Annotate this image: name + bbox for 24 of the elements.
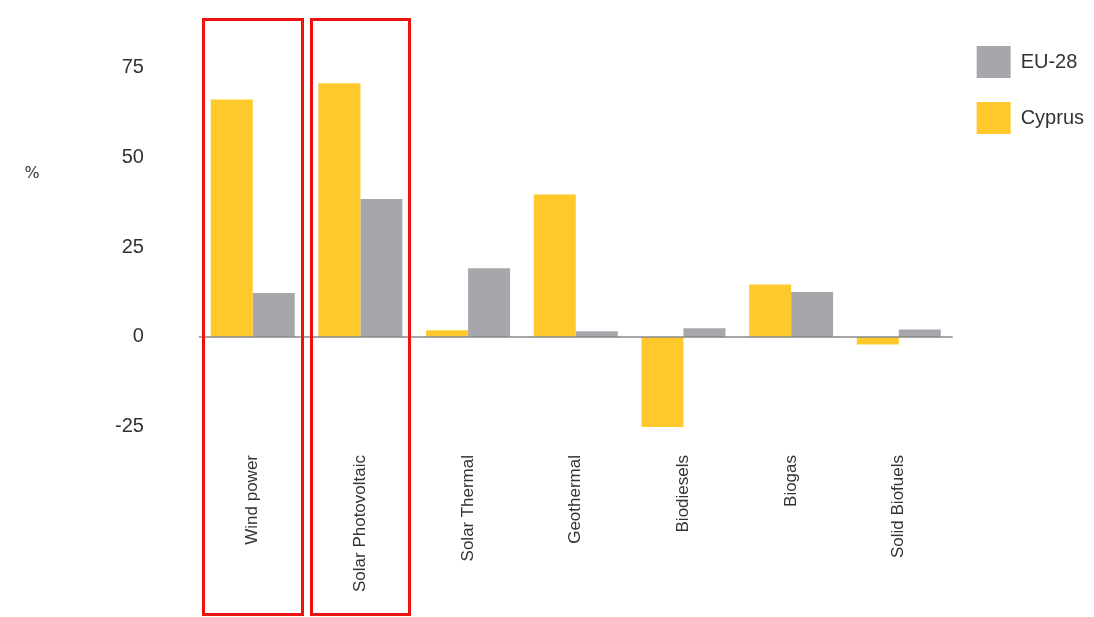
bar	[533, 194, 576, 337]
x-tick-label: Wind power	[242, 454, 262, 545]
y-axis-title: %	[24, 163, 40, 182]
x-tick-label: Solar Photovoltaic	[350, 454, 370, 593]
bar	[252, 293, 295, 337]
legend-label: Cyprus	[1020, 105, 1085, 128]
y-tick-label: 25	[121, 234, 144, 257]
legend-label: EU-28	[1020, 49, 1078, 72]
x-tick-label: Biogas	[780, 454, 800, 507]
x-tick-label: Biodiesels	[673, 454, 693, 533]
x-tick-label: Geothermal	[565, 454, 585, 544]
y-tick-label: -25	[115, 414, 144, 437]
bar	[318, 83, 361, 337]
bar	[360, 199, 403, 337]
bar	[468, 268, 511, 337]
x-tick-label: Solid Biofuels	[888, 454, 908, 558]
bar	[210, 99, 253, 337]
x-tick-label: Solar Thermal	[457, 454, 477, 562]
y-tick-label: 0	[132, 324, 144, 347]
bar	[641, 336, 684, 427]
y-tick-label: 50	[121, 144, 144, 167]
y-tick-label: 75	[121, 54, 144, 77]
bar	[749, 284, 792, 337]
bar	[791, 291, 834, 337]
